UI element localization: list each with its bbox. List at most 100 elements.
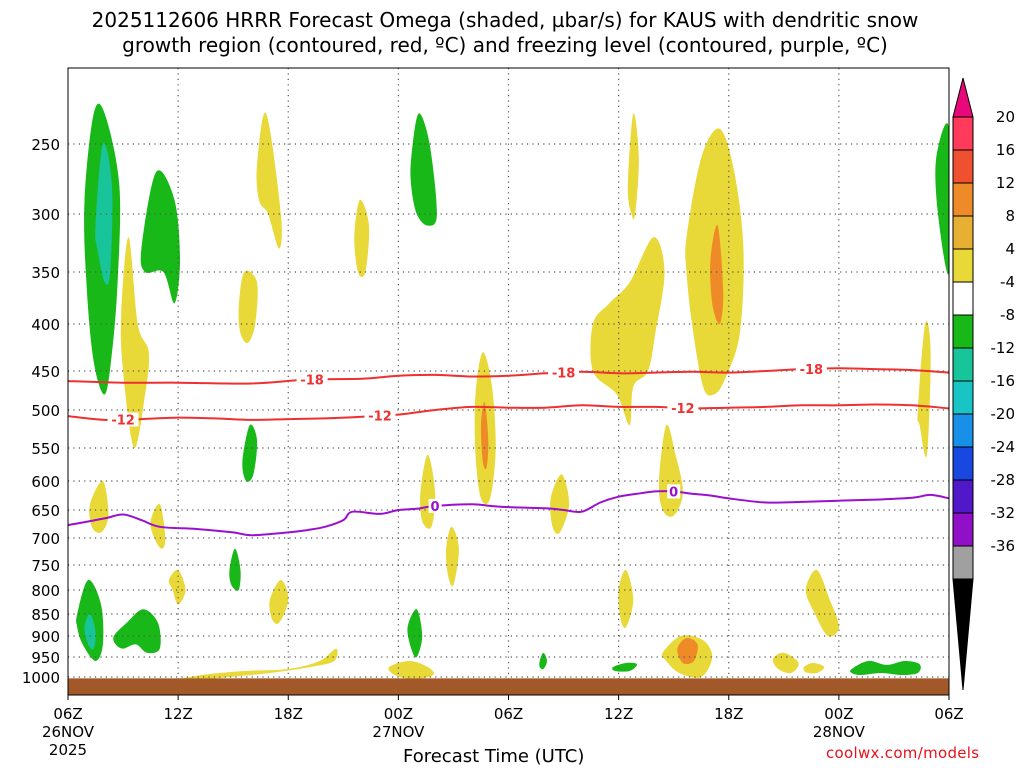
- x-tick-label-2: 18Z: [274, 705, 303, 723]
- omega-region-40: [850, 660, 921, 675]
- contour-label-bg-2-0: [428, 498, 442, 513]
- y-tick-label-1000: 1000: [22, 669, 60, 687]
- omega-region-25: [445, 526, 459, 587]
- omega-region-17: [242, 424, 258, 482]
- contour-label-bg-1-2: [667, 401, 699, 416]
- y-axis: 250 300 350 400 450 500 550 600 650 700 750 800 850 9…: [22, 136, 60, 687]
- contour-label-bg-2-1: [667, 484, 681, 499]
- x-tick-label-4: 06Z: [494, 705, 523, 723]
- colorbar-swatch-9: [952, 413, 974, 448]
- colorbar-label--36: -36: [991, 537, 1016, 555]
- omega-region-21: [229, 548, 241, 591]
- x-axis-title: Forecast Time (UTC): [403, 746, 585, 767]
- contour-label-2-1: 0: [669, 485, 678, 500]
- omega-region-20: [168, 569, 186, 605]
- y-tick-label-700: 700: [31, 530, 60, 548]
- x-tick-label-1: 12Z: [163, 705, 192, 723]
- y-tick-label-300: 300: [31, 206, 60, 224]
- contour-label-bg-1-1: [364, 408, 396, 423]
- x-date-label-3: 27NOV: [372, 723, 425, 741]
- x-date-label-0: 26NOV: [42, 723, 95, 741]
- omega-region-15: [658, 424, 683, 517]
- x-tick-label-0: 06Z: [53, 705, 82, 723]
- colorbar-label-8: 8: [1005, 207, 1015, 225]
- omega-region-14: [480, 401, 489, 470]
- ground-fill: [68, 678, 949, 695]
- x-year-label-0: 2025: [49, 741, 87, 759]
- omega-region-4: [256, 112, 282, 249]
- y-tick-label-750: 750: [31, 557, 60, 575]
- omega-region-29: [84, 613, 96, 650]
- omega-region-22: [269, 580, 289, 624]
- y-tick-label-500: 500: [31, 402, 60, 420]
- omega-region-33: [388, 661, 434, 680]
- colorbar-label--20: -20: [991, 405, 1016, 423]
- y-tick-label-800: 800: [31, 582, 60, 600]
- colorbar-swatch-3: [952, 215, 974, 250]
- colorbar: 20 16 12 8 4 -4 -8 -12 -16 -20 -24 -28 -32 -36: [952, 77, 1016, 691]
- colorbar-swatch-12: [952, 512, 974, 547]
- credit-link[interactable]: coolwx.com/models: [826, 744, 980, 762]
- colorbar-label--12: -12: [991, 339, 1016, 357]
- omega-region-32: [165, 648, 338, 684]
- colorbar-label--28: -28: [991, 471, 1016, 489]
- colorbar-swatch-1: [952, 149, 974, 184]
- colorbar-swatch-6: [952, 314, 974, 349]
- omega-region-39: [803, 663, 825, 674]
- colorbar-swatch-2: [952, 182, 974, 217]
- omega-region-16: [917, 321, 931, 458]
- x-tick-label-5: 12Z: [604, 705, 633, 723]
- y-tick-label-400: 400: [31, 316, 60, 334]
- colorbar-swatch-0: [952, 116, 974, 151]
- colorbar-label-4: 4: [1005, 240, 1015, 258]
- y-tick-label-650: 650: [31, 502, 60, 520]
- omega-region-1: [95, 142, 113, 286]
- colorbar-label-12: 12: [996, 174, 1015, 192]
- grid-layer: [68, 68, 949, 695]
- y-tick-label-450: 450: [31, 363, 60, 381]
- colorbar-swatch-10: [952, 446, 974, 481]
- omega-region-37: [677, 638, 698, 665]
- omega-region-38: [772, 652, 799, 674]
- omega-region-2: [120, 237, 150, 449]
- colorbar-label-20: 20: [996, 108, 1015, 126]
- omega-fill-layer: [76, 103, 949, 684]
- omega-region-26: [618, 569, 634, 629]
- y-tick-label-950: 950: [31, 649, 60, 667]
- chart-title: 2025112606 HRRR Forecast Omega (shaded, …: [0, 8, 1010, 58]
- omega-region-24: [550, 474, 570, 534]
- contour-label-1-1: -12: [368, 410, 392, 425]
- chart-title-line-1: 2025112606 HRRR Forecast Omega (shaded, …: [91, 8, 919, 32]
- colorbar-label--4: -4: [1000, 273, 1015, 291]
- contour-label-0-1: -18: [552, 367, 576, 382]
- omega-region-6: [354, 199, 370, 278]
- colorbar-label--24: -24: [991, 438, 1016, 456]
- colorbar-label--32: -32: [991, 504, 1016, 522]
- contour-line-2: [68, 490, 949, 537]
- contour-label-2-0: 0: [431, 500, 440, 515]
- colorbar-swatch-7: [952, 347, 974, 382]
- contour-label-bg-1-0: [107, 412, 139, 427]
- omega-region-34: [539, 652, 547, 670]
- colorbar-top-arrow: [952, 77, 974, 118]
- x-tick-label-8: 06Z: [934, 705, 963, 723]
- y-tick-label-550: 550: [31, 440, 60, 458]
- omega-region-35: [612, 662, 638, 672]
- contour-label-bg-0-0: [296, 372, 328, 387]
- contour-label-0-0: -18: [300, 374, 324, 389]
- colorbar-swatch-8: [952, 380, 974, 415]
- contour-layer: -18 -18 -18 -12 -12 -12 0 0: [68, 361, 949, 537]
- colorbar-bottom-arrow: [952, 578, 974, 691]
- omega-region-7: [410, 113, 437, 226]
- colorbar-label-16: 16: [996, 141, 1015, 159]
- colorbar-swatch-4: [952, 248, 974, 283]
- omega-region-27: [805, 569, 839, 637]
- chart-title-line-2: growth region (contoured, red, ºC) and f…: [122, 33, 888, 57]
- omega-region-12: [935, 123, 949, 275]
- colorbar-swatch-11: [952, 479, 974, 514]
- contour-line-1: [68, 403, 949, 422]
- omega-region-11: [710, 224, 724, 325]
- contour-label-1-2: -12: [671, 402, 695, 417]
